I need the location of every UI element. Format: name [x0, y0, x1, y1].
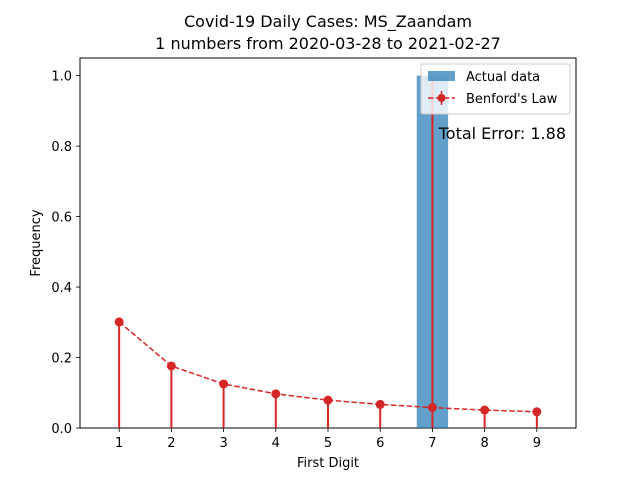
- legend-box: [420, 63, 571, 115]
- legend-swatch-actual: [428, 71, 455, 81]
- benford-point: [271, 389, 281, 399]
- chart-subtitle: 1 numbers from 2020-03-28 to 2021-02-27: [155, 34, 501, 53]
- benford-point: [480, 405, 490, 415]
- x-tick-label: 4: [272, 436, 280, 451]
- x-tick-label: 3: [219, 436, 227, 451]
- benford-point: [323, 395, 333, 405]
- x-tick-label: 1: [115, 436, 123, 451]
- legend-label-actual: Actual data: [466, 70, 540, 85]
- x-tick-label: 6: [376, 436, 384, 451]
- y-tick-label: 1.0: [51, 70, 72, 85]
- legend: Actual data Benford's Law: [420, 63, 571, 115]
- benford-series: [114, 75, 542, 428]
- chart-title: Covid-19 Daily Cases: MS_Zaandam: [184, 12, 472, 32]
- y-axis-label: Frequency: [29, 209, 44, 276]
- x-tick-label: 7: [428, 436, 436, 451]
- y-axis: 0.0 0.2 0.4 0.6 0.8 1.0: [51, 70, 80, 437]
- x-axis: 1 2 3 4 5 6 7 8 9: [115, 428, 541, 451]
- x-tick-label: 5: [324, 436, 332, 451]
- y-tick-label: 0.6: [51, 211, 72, 226]
- y-tick-label: 0.2: [51, 352, 72, 367]
- benford-point: [427, 403, 437, 413]
- total-error-annotation: Total Error: 1.88: [438, 124, 566, 143]
- benford-point: [532, 407, 542, 417]
- benford-point: [114, 317, 124, 327]
- x-tick-label: 9: [533, 436, 541, 451]
- x-tick-label: 8: [480, 436, 488, 451]
- x-tick-label: 2: [167, 436, 175, 451]
- benford-point: [219, 379, 229, 389]
- benford-point: [166, 361, 176, 371]
- legend-label-benford: Benford's Law: [466, 92, 558, 107]
- y-tick-label: 0.8: [51, 140, 72, 155]
- x-axis-label: First Digit: [297, 456, 359, 471]
- y-tick-label: 0.0: [51, 422, 72, 437]
- benford-point: [375, 399, 385, 409]
- legend-swatch-benford-marker: [437, 94, 446, 102]
- y-tick-label: 0.4: [51, 281, 72, 296]
